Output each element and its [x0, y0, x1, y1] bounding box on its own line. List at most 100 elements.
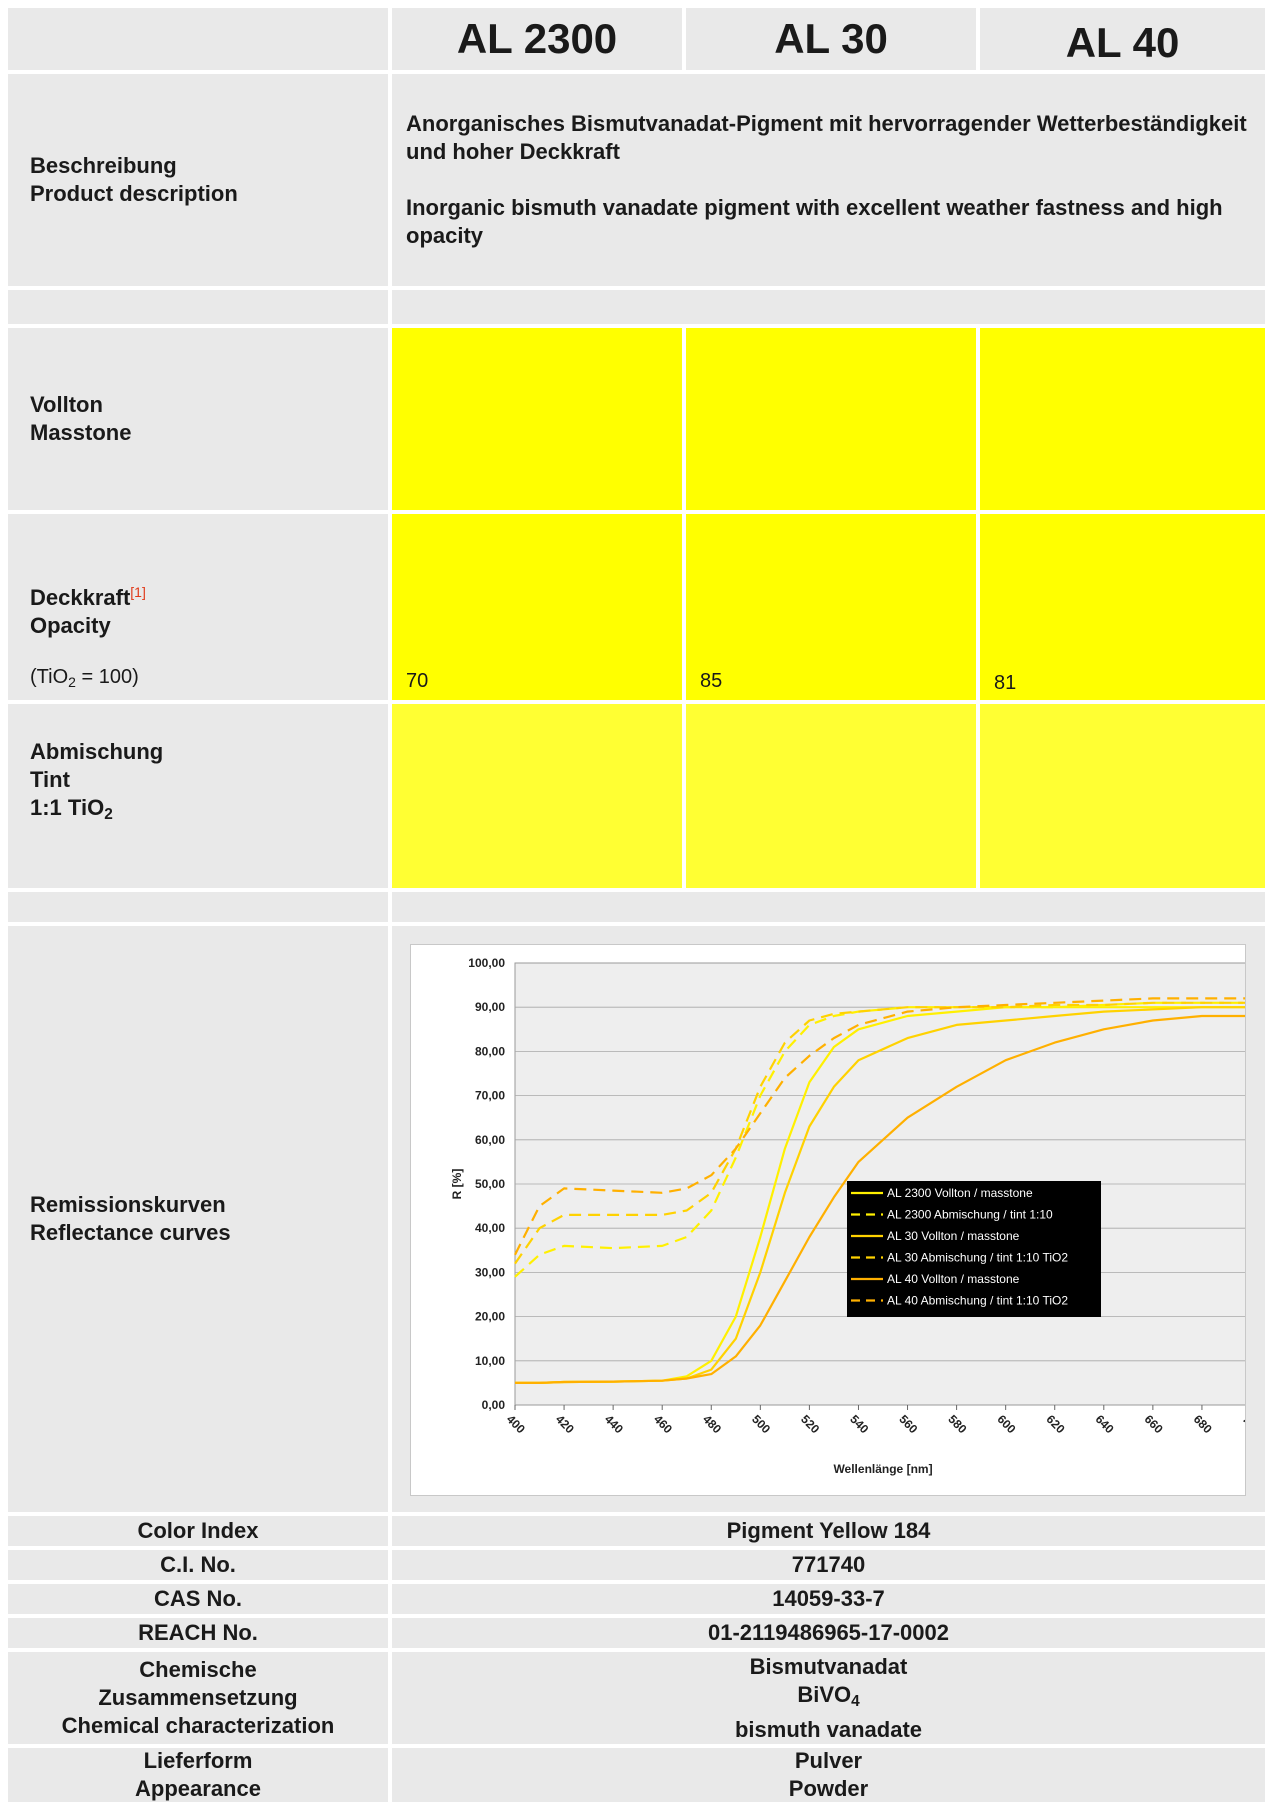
description-label: Beschreibung Product description — [8, 74, 388, 286]
opacity-swatch-al2300: 70 — [392, 514, 682, 700]
x-tick-label: 700 — [1240, 1412, 1245, 1436]
description-text: Anorganisches Bismutvanadat-Pigment mit … — [392, 74, 1265, 286]
masstone-swatch-al40 — [980, 328, 1265, 510]
x-tick-label: 520 — [798, 1412, 822, 1436]
description-text-de: Anorganisches Bismutvanadat-Pigment mit … — [406, 111, 1247, 164]
tint-label-de: Abmischung — [30, 739, 164, 764]
x-tick-label: 640 — [1093, 1412, 1117, 1436]
y-tick-label: 40,00 — [475, 1221, 505, 1235]
x-tick-label: 480 — [700, 1412, 724, 1436]
opacity-swatch-al40: 81 — [980, 514, 1265, 700]
description-label-de: Beschreibung — [30, 153, 177, 178]
opacity-label-de: Deckkraft — [30, 585, 131, 610]
y-tick-label: 0,00 — [482, 1398, 506, 1412]
masstone-swatch-al2300 — [392, 328, 682, 510]
property-label-line: Color Index — [137, 1518, 259, 1543]
legend-entry-0: AL 2300 Vollton / masstone — [887, 1186, 1033, 1200]
property-value-1: 771740 — [392, 1550, 1265, 1580]
property-value-line: 771740 — [791, 1552, 866, 1577]
x-tick-label: 620 — [1044, 1412, 1068, 1436]
property-label-line: Chemische — [139, 1657, 257, 1682]
y-tick-label: 90,00 — [475, 1000, 505, 1014]
masstone-swatch-al30 — [686, 328, 976, 510]
property-label-1: C.I. No. — [8, 1550, 388, 1580]
property-label-line: CAS No. — [154, 1586, 242, 1611]
property-label-2: CAS No. — [8, 1584, 388, 1614]
y-tick-label: 20,00 — [475, 1310, 505, 1324]
property-value-line: 14059-33-7 — [772, 1586, 885, 1611]
property-value-3: 01-2119486965-17-0002 — [392, 1618, 1265, 1648]
legend-entry-3: AL 30 Abmischung / tint 1:10 TiO2 — [887, 1251, 1068, 1265]
x-tick-label: 580 — [945, 1412, 969, 1436]
reflectance-label-de: Remissionskurven — [30, 1192, 226, 1217]
x-axis-label: Wellenlänge [nm] — [833, 1462, 932, 1476]
legend-entry-1: AL 2300 Abmischung / tint 1:10 — [887, 1208, 1053, 1222]
product-header-al30: AL 30 — [686, 8, 976, 70]
property-label-line: Appearance — [135, 1776, 261, 1801]
property-label-line: C.I. No. — [160, 1552, 236, 1577]
property-value-line: Pigment Yellow 184 — [726, 1518, 931, 1543]
property-value-line: Pulver — [794, 1748, 863, 1773]
opacity-footnote: [1] — [130, 584, 146, 600]
property-label-line: Chemical characterization — [61, 1713, 335, 1738]
property-label-4: Chemische Zusammensetzung Chemical charact… — [8, 1652, 388, 1744]
spacer-row-label — [8, 290, 388, 324]
series-line-4 — [515, 1014, 1251, 1384]
opacity-reference-post: = 100) — [75, 666, 139, 688]
property-value-line: 01-2119486965-17-0002 — [707, 1620, 949, 1645]
property-value-line: BiVO4 — [797, 1681, 860, 1710]
x-tick-label: 600 — [994, 1412, 1018, 1436]
property-value-4: Bismutvanadat BiVO4 bismuth vanadate — [392, 1652, 1265, 1744]
property-label-line: Zusammensetzung — [98, 1685, 298, 1710]
property-label-5: Lieferform Appearance — [8, 1748, 388, 1802]
x-tick-label: 680 — [1191, 1412, 1215, 1436]
property-label-3: REACH No. — [8, 1618, 388, 1648]
spacer-row-value-2 — [392, 892, 1265, 922]
y-tick-label: 10,00 — [475, 1354, 505, 1368]
legend-entry-4: AL 40 Vollton / masstone — [887, 1272, 1020, 1286]
y-tick-label: 100,00 — [468, 956, 505, 970]
property-label-line: Lieferform — [143, 1748, 253, 1773]
masstone-label: Vollton Masstone — [8, 328, 388, 510]
property-value-5: Pulver Powder — [392, 1748, 1265, 1802]
y-tick-label: 30,00 — [475, 1265, 505, 1279]
x-tick-label: 400 — [504, 1412, 528, 1436]
legend-entry-2: AL 30 Vollton / masstone — [887, 1229, 1020, 1243]
tint-label-en: Tint — [30, 767, 70, 792]
opacity-value-al2300: 70 — [406, 670, 429, 692]
description-label-en: Product description — [30, 181, 238, 206]
spacer-row-value — [392, 290, 1265, 324]
opacity-reference: (TiO2 = 100) — [30, 666, 139, 690]
tint-swatch-al30 — [686, 704, 976, 888]
reflectance-label: Remissionskurven Reflectance curves — [8, 926, 388, 1512]
spacer-row-label-2 — [8, 892, 388, 922]
property-label-line: REACH No. — [138, 1620, 258, 1645]
tint-ratio: 1:1 TiO2 — [30, 794, 388, 829]
opacity-reference-pre: (TiO — [30, 666, 69, 688]
tint-swatch-al40 — [980, 704, 1265, 888]
x-tick-label: 660 — [1142, 1412, 1166, 1436]
tint-ratio-sub: 2 — [104, 806, 113, 823]
tint-label: Abmischung Tint 1:1 TiO2 — [8, 704, 388, 888]
x-tick-label: 440 — [602, 1412, 626, 1436]
product-header-al40: AL 40 — [980, 8, 1265, 70]
legend-box — [847, 1181, 1101, 1317]
y-tick-label: 80,00 — [475, 1044, 505, 1058]
opacity-label: Deckkraft[1] Opacity (TiO2 = 100) — [8, 514, 388, 700]
masstone-label-de: Vollton — [30, 392, 103, 417]
opacity-value-al30: 85 — [700, 670, 723, 692]
x-tick-label: 560 — [896, 1412, 920, 1436]
y-tick-label: 60,00 — [475, 1133, 505, 1147]
property-value-line: Bismutvanadat — [749, 1653, 908, 1679]
opacity-value-al40: 81 — [994, 672, 1017, 694]
x-tick-label: 420 — [553, 1412, 577, 1436]
property-value-line: bismuth vanadate — [734, 1716, 923, 1742]
opacity-label-en: Opacity — [30, 613, 111, 638]
series-line-3 — [514, 1001, 1251, 1265]
opacity-reference-sub: 2 — [68, 674, 76, 690]
y-tick-label: 70,00 — [475, 1089, 505, 1103]
x-tick-label: 500 — [749, 1412, 773, 1436]
product-header-al2300: AL 2300 — [392, 8, 682, 70]
reflectance-chart-svg: 0,00 10,00 20,00 30,00 40,00 50,00 60,00 70,00 8… — [450, 956, 1264, 1476]
